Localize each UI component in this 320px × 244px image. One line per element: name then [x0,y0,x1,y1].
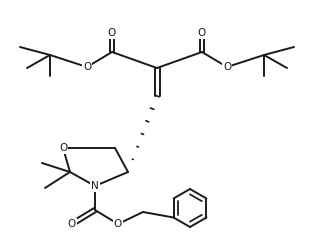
Text: O: O [114,219,122,229]
Text: O: O [83,62,91,72]
Text: O: O [198,28,206,38]
Text: O: O [68,219,76,229]
Text: O: O [223,62,231,72]
Text: N: N [91,181,99,191]
Text: O: O [59,143,67,153]
Text: O: O [108,28,116,38]
